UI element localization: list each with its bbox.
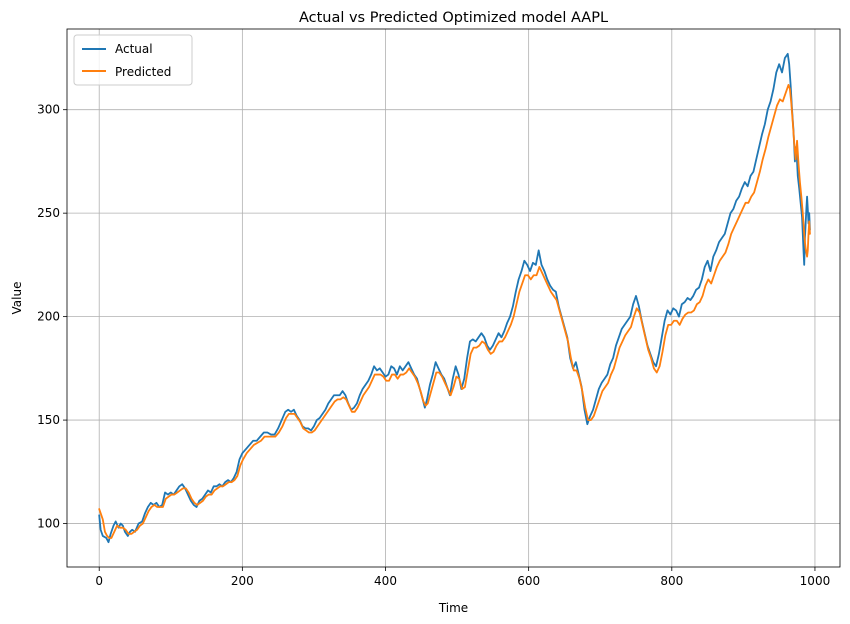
- y-tick-label: 300: [37, 103, 60, 117]
- x-tick-label: 1000: [800, 574, 831, 588]
- x-tick-label: 600: [517, 574, 540, 588]
- plot-area: [67, 29, 840, 567]
- y-axis-label: Value: [10, 282, 24, 315]
- grid: [67, 29, 840, 567]
- x-axis-label: Time: [438, 601, 468, 615]
- series-line-predicted: [98, 83, 811, 539]
- legend-label-predicted: Predicted: [115, 65, 171, 79]
- legend-label-actual: Actual: [115, 42, 153, 56]
- y-tick-label: 150: [37, 413, 60, 427]
- series-line-actual: [98, 52, 811, 544]
- x-tick-label: 200: [231, 574, 254, 588]
- legend-box: [73, 34, 193, 86]
- plot-frame: [66, 28, 841, 568]
- legend: Actual Predicted: [73, 34, 193, 86]
- x-tick-label: 0: [95, 574, 103, 588]
- y-tick-label: 250: [37, 206, 60, 220]
- x-tick-label: 800: [660, 574, 683, 588]
- chart-title: Actual vs Predicted Optimized model AAPL: [299, 10, 608, 26]
- ticks: 0 200 400 600 800 1000 100 150 200 250 300: [37, 103, 830, 588]
- series-group: [98, 52, 811, 544]
- y-tick-label: 100: [37, 517, 60, 531]
- x-tick-label: 400: [374, 574, 397, 588]
- y-tick-label: 200: [37, 310, 60, 324]
